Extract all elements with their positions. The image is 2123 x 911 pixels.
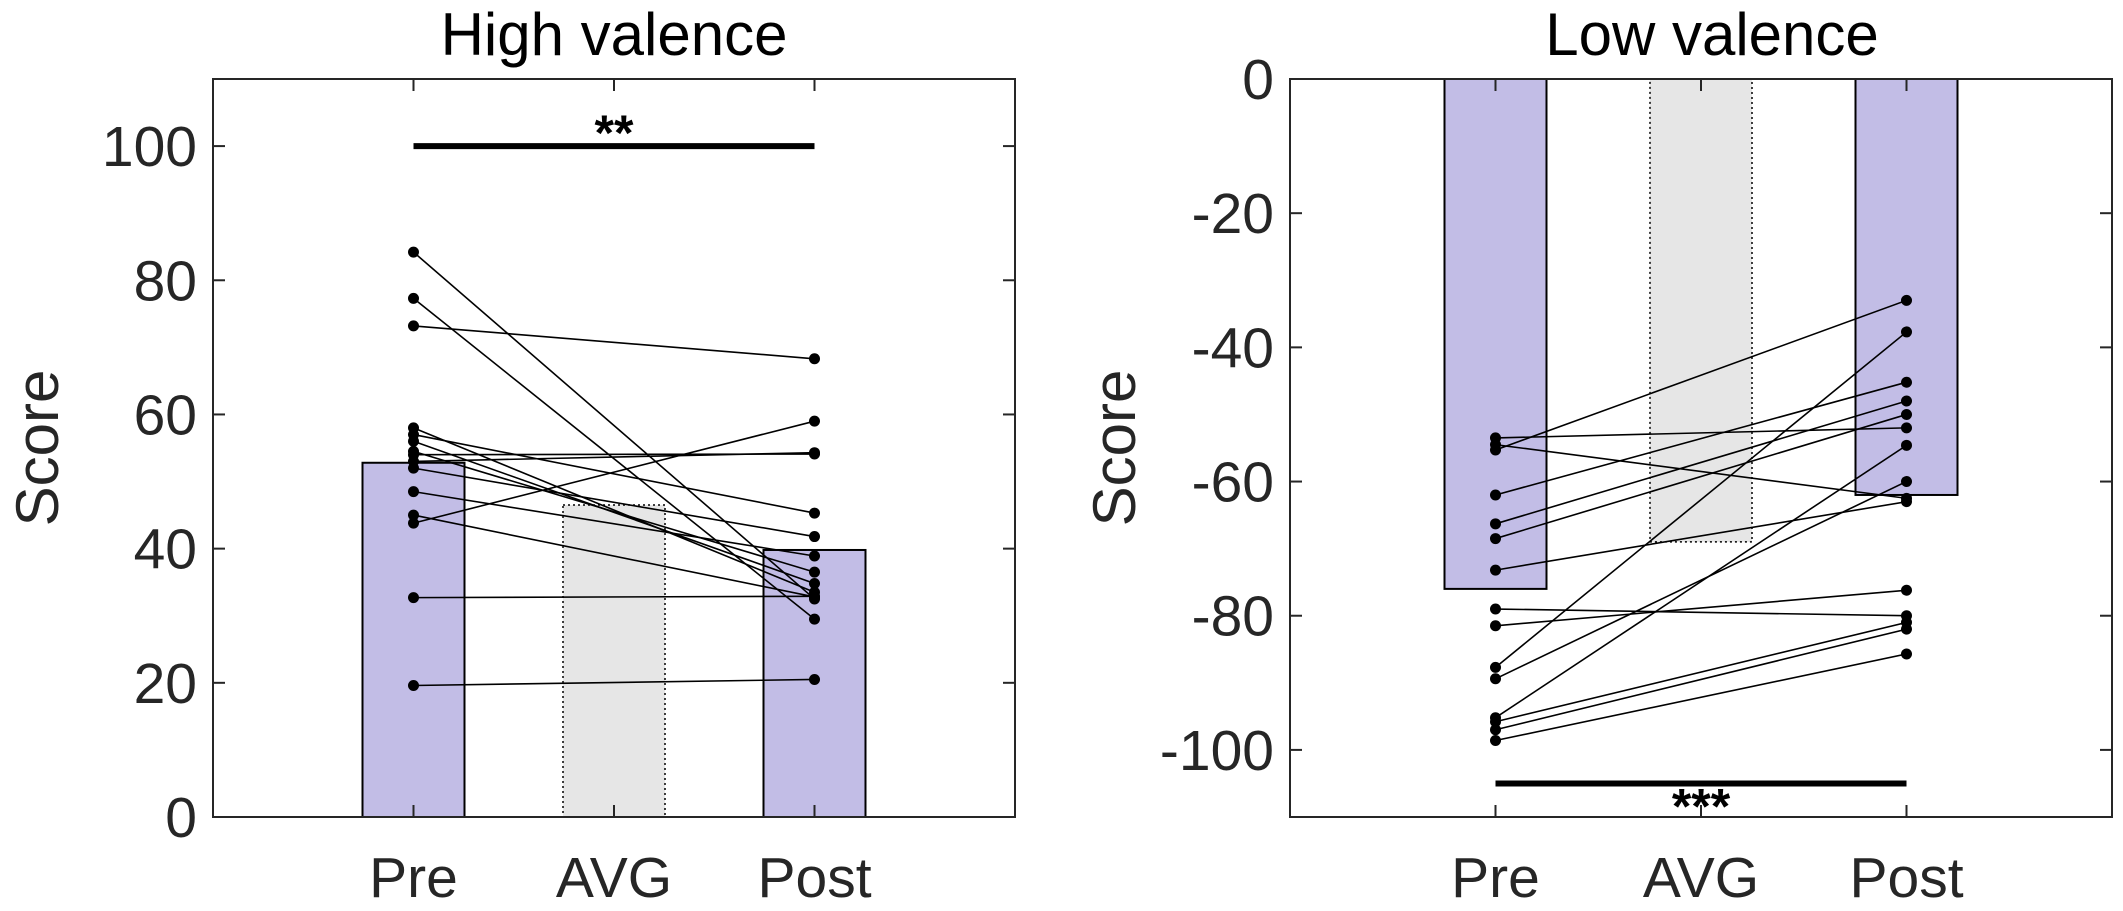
subject-line [1495,299,1907,451]
subject-point-pre [1490,673,1501,685]
bar-pre [1443,78,1548,590]
y-tick-label: -60 [1192,451,1274,515]
subject-line [1495,628,1907,731]
subject-point-pre [1490,518,1501,530]
y-tick-label: 40 [134,518,197,582]
subject-point-post [1901,496,1912,508]
subject-line [412,251,816,600]
chart-title: Low valence [1545,1,1879,68]
subject-point-pre [1490,724,1501,736]
subject-point-pre [408,486,419,498]
subject-line [1495,608,1907,617]
subject-point-post [1901,408,1912,420]
subject-point-pre [408,517,419,529]
subject-point-pre [408,320,419,332]
subject-point-pre [1490,620,1501,632]
subject-point-pre [408,292,419,304]
subject-point-pre [408,435,419,447]
subject-point-post [1901,476,1912,488]
subject-point-post [1901,395,1912,407]
subject-line [1495,381,1907,496]
subject-point-post [809,590,820,602]
subject-point-post [1901,584,1912,596]
subject-line [413,451,815,463]
subject-point-post [1901,376,1912,388]
y-axis-label: Score [1081,370,1148,527]
subject-line [413,678,815,687]
subject-line [413,514,815,598]
subject-point-post [1901,623,1912,635]
subject-point-post [1901,648,1912,660]
subject-point-pre [1490,735,1501,747]
x-tick-label: AVG [1643,846,1759,910]
significance-label: *** [1672,778,1731,834]
subject-line [413,420,815,524]
x-tick-label: Pre [369,846,458,910]
subject-line [1495,480,1907,680]
y-tick-label: 0 [1242,48,1274,112]
significance-label: ** [595,105,634,161]
subject-point-pre [1490,661,1501,673]
subject-point-pre [1490,716,1501,728]
subject-point-post [809,353,820,365]
x-tick-label: Post [1849,846,1963,910]
y-tick-label: -80 [1192,585,1274,649]
subject-line [413,490,815,557]
x-tick-label: AVG [556,846,672,910]
subject-point-pre [1490,533,1501,545]
subject-point-pre [408,246,419,258]
subject-line [1495,400,1907,525]
subject-point-pre [408,680,419,692]
subject-line [1495,500,1907,571]
y-tick-label: 80 [134,249,197,313]
subject-point-pre [1490,564,1501,576]
subject-line [1495,444,1907,719]
chart-title: High valence [441,1,788,68]
subject-point-post [809,673,820,685]
subject-point-post [1901,326,1912,338]
subject-line [413,433,815,514]
y-tick-label: 0 [165,786,197,850]
subject-point-pre [1490,603,1501,615]
x-tick-label: Post [757,846,871,910]
subject-point-post [809,578,820,590]
subject-line [413,595,815,599]
subject-line [1495,653,1907,742]
y-tick-label: -100 [1160,719,1274,783]
subject-point-pre [408,462,419,474]
subject-line [1495,589,1907,627]
x-tick-label: Pre [1451,846,1540,910]
subject-point-pre [408,509,419,521]
subject-point-post [1901,439,1912,451]
y-axis-label: Score [4,370,71,527]
subject-line [413,450,815,573]
subject-point-post [1901,422,1912,434]
subject-line [1495,427,1907,439]
y-tick-label: -40 [1192,316,1274,380]
subject-point-post [809,531,820,543]
y-tick-label: 100 [102,115,197,179]
subject-line [1494,331,1908,669]
subject-point-post [809,415,820,427]
subject-line [413,467,815,538]
subject-point-post [809,613,820,625]
subject-line [413,325,815,360]
y-tick-label: -20 [1192,182,1274,246]
subject-line [1495,413,1907,540]
subject-point-post [1901,294,1912,306]
subject-point-post [809,566,820,578]
subject-line [1495,621,1907,723]
subject-point-pre [1490,444,1501,456]
subject-point-post [809,550,820,562]
subject-point-pre [408,592,419,604]
bar-avg [1649,78,1753,543]
subject-point-post [809,447,820,459]
subject-line [1495,443,1907,500]
subject-point-post [809,507,820,519]
bar-avg [562,504,666,818]
y-tick-label: 60 [134,383,197,447]
y-tick-label: 20 [134,652,197,716]
subject-point-pre [1490,489,1501,501]
